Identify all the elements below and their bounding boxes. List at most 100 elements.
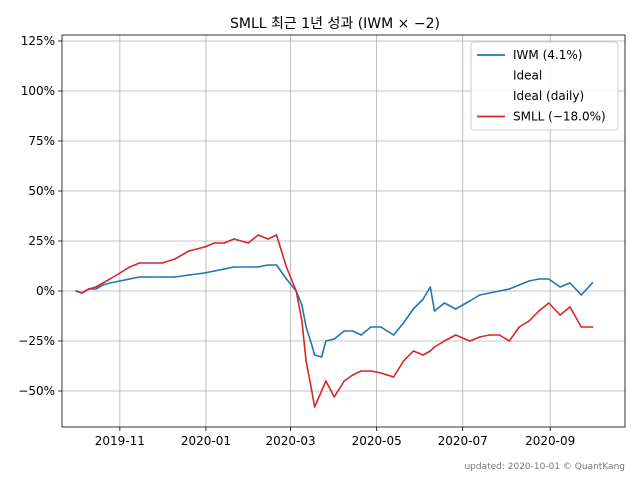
data-point — [443, 302, 446, 304]
data-point — [275, 264, 278, 266]
data-point — [311, 344, 313, 346]
data-point — [402, 360, 405, 362]
data-point — [433, 346, 436, 348]
data-point — [548, 278, 550, 280]
data-point — [351, 374, 354, 376]
data-point — [351, 330, 354, 332]
data-point — [343, 380, 346, 382]
data-point — [301, 320, 303, 322]
data-point — [469, 300, 471, 302]
data-point — [233, 238, 235, 240]
data-point — [223, 242, 226, 244]
data-point — [488, 292, 491, 294]
data-point — [301, 304, 303, 306]
data-point — [518, 284, 520, 286]
data-point — [422, 298, 425, 300]
legend-label: SMLL (−18.0%) — [513, 110, 606, 124]
data-point — [580, 294, 583, 296]
data-point — [109, 282, 111, 284]
data-point — [267, 264, 269, 266]
data-point — [569, 282, 571, 284]
data-point — [161, 262, 163, 264]
data-point — [325, 380, 327, 382]
data-point — [75, 290, 77, 292]
data-point — [119, 280, 121, 282]
data-point — [392, 334, 395, 336]
data-point — [343, 330, 346, 332]
y-tick-label: 100% — [21, 84, 55, 98]
data-point — [188, 250, 190, 252]
data-point — [174, 258, 176, 260]
data-point — [285, 278, 288, 280]
data-point — [119, 272, 121, 274]
data-point — [559, 286, 561, 288]
data-point — [478, 294, 481, 296]
data-point — [370, 326, 372, 328]
data-point — [257, 234, 259, 236]
data-point — [508, 288, 511, 290]
data-point — [454, 308, 457, 310]
data-point — [88, 288, 90, 290]
legend: IWM (4.1%) Ideal Ideal (daily) SMLL (−18.0%… — [470, 41, 619, 131]
data-point — [305, 360, 307, 362]
data-point — [138, 276, 141, 278]
data-point — [498, 334, 501, 336]
data-point — [380, 372, 382, 374]
data-point — [370, 370, 372, 372]
data-point — [102, 282, 104, 284]
series-line-1 — [75, 234, 593, 408]
data-point — [305, 326, 307, 328]
data-point — [569, 306, 571, 308]
data-point — [81, 292, 83, 294]
data-point — [109, 278, 111, 280]
x-tick-label: 2020-07 — [438, 434, 488, 448]
plot-frame — [61, 34, 626, 428]
y-tick-label: −50% — [18, 384, 55, 398]
legend-label: IWM (4.1%) — [513, 48, 582, 62]
y-tick-label: 75% — [28, 134, 55, 148]
chart-title: SMLL 최근 1년 성과 (IWM × −2) — [230, 16, 440, 32]
data-point — [380, 326, 382, 328]
data-point — [95, 286, 97, 288]
x-tick-label: 2019-11 — [95, 434, 145, 448]
data-point — [528, 280, 530, 282]
data-point — [223, 268, 226, 270]
data-point — [518, 326, 520, 328]
data-point — [478, 336, 481, 338]
data-point — [95, 288, 97, 290]
data-point — [275, 234, 278, 236]
series-lines — [75, 234, 594, 408]
data-point — [508, 340, 511, 342]
data-point — [285, 266, 288, 268]
data-point — [138, 262, 141, 264]
legend-label: Ideal — [513, 69, 542, 83]
legend-box — [470, 41, 619, 131]
data-point — [313, 354, 316, 356]
data-point — [360, 370, 362, 372]
data-point — [528, 320, 530, 322]
data-point — [360, 334, 362, 336]
y-tick-label: 125% — [21, 34, 55, 48]
data-point — [498, 290, 501, 292]
data-point — [325, 340, 327, 342]
data-point — [488, 334, 491, 336]
x-tick-label: 2020-03 — [266, 434, 316, 448]
data-point — [320, 390, 323, 392]
data-point — [102, 284, 104, 286]
data-point — [333, 338, 336, 340]
data-point — [233, 266, 235, 268]
data-point — [203, 272, 206, 274]
y-tick-label: 25% — [28, 234, 55, 248]
data-point — [591, 282, 594, 284]
data-point — [188, 274, 190, 276]
data-point — [247, 266, 250, 268]
data-point — [128, 266, 131, 268]
data-point — [320, 356, 323, 358]
axis-ticks: 2019-11 2020-01 2020-03 2020-05 2020-07 2020-… — [18, 34, 575, 448]
legend-label: Ideal (daily) — [513, 89, 584, 103]
data-point — [559, 314, 561, 316]
x-tick-label: 2020-05 — [352, 434, 402, 448]
data-point — [148, 276, 151, 278]
data-point — [412, 350, 415, 352]
data-point — [203, 246, 206, 248]
